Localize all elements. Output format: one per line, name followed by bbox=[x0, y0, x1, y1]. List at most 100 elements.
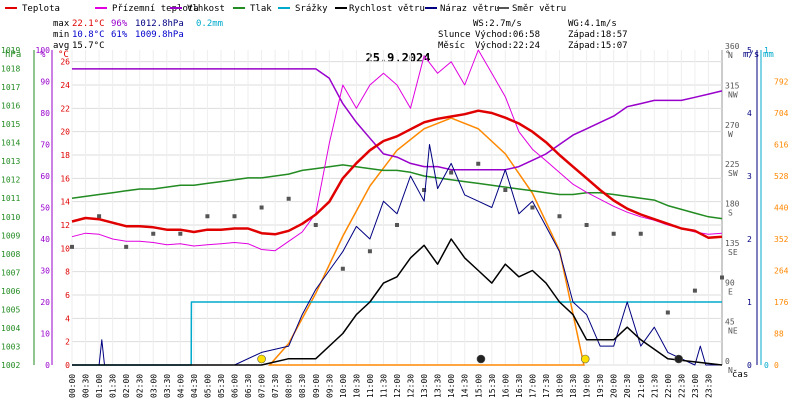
series-line-vlhkost bbox=[72, 68, 723, 171]
stats-max-hum: 96% bbox=[111, 19, 128, 29]
temperature-tick-label: 24 bbox=[60, 81, 70, 90]
wind-dir-point bbox=[557, 214, 562, 219]
stats-min-label: min bbox=[53, 30, 69, 40]
sun-label: Slunce bbox=[438, 30, 471, 40]
wind-dir-point bbox=[584, 223, 589, 227]
pressure-tick-label: 1011 bbox=[1, 194, 20, 203]
x-tick-label: 21:00 bbox=[637, 374, 646, 398]
wind-dir-tick-name: NE bbox=[728, 327, 738, 336]
x-tick-label: 09:30 bbox=[325, 374, 334, 398]
wind-dir-tick-deg: 45 bbox=[725, 318, 735, 327]
x-tick-label: 02:00 bbox=[122, 374, 131, 398]
legend-label-pressure: Tlak bbox=[250, 4, 272, 14]
solar-tick-label: 528 bbox=[774, 172, 789, 181]
x-tick-label: 00:00 bbox=[68, 374, 77, 398]
temperature-tick-label: 4 bbox=[65, 314, 70, 323]
temperature-tick-label: 20 bbox=[60, 128, 70, 137]
x-tick-label: 20:00 bbox=[610, 374, 619, 398]
humidity-tick-label: 20 bbox=[40, 298, 50, 307]
x-tick-label: 06:00 bbox=[231, 374, 240, 398]
marker-moonset bbox=[476, 354, 486, 364]
solar-tick-label: 704 bbox=[774, 109, 789, 118]
x-tick-label: 06:30 bbox=[244, 374, 253, 398]
solar-tick-label: 88 bbox=[774, 330, 784, 339]
wind-dir-point bbox=[313, 223, 318, 227]
x-tick-label: 04:00 bbox=[176, 374, 185, 398]
humidity-tick-label: 80 bbox=[40, 109, 50, 118]
temperature-tick-label: 14 bbox=[60, 198, 70, 207]
moon-set: Západ:15:07 bbox=[568, 41, 628, 51]
x-tick-label: 03:00 bbox=[149, 374, 158, 398]
pressure-tick-label: 1003 bbox=[1, 342, 20, 351]
temperature-unit: °C bbox=[58, 50, 69, 60]
wind-dir-point bbox=[638, 231, 643, 236]
solar-tick-label: 176 bbox=[774, 298, 789, 307]
stats-max-label: max bbox=[53, 19, 70, 29]
humidity-tick-label: 70 bbox=[40, 141, 50, 150]
series-line-tlak bbox=[71, 164, 723, 220]
axes-layer: 1002100310041005100610071008100910101011… bbox=[1, 42, 789, 398]
moon-label: Měsíc bbox=[438, 41, 465, 51]
legend-label-wind-dir: Směr větru bbox=[512, 4, 566, 14]
x-tick-label: 03:30 bbox=[163, 374, 172, 398]
wind-dir-point bbox=[395, 223, 399, 227]
temperature-tick-label: 2 bbox=[65, 338, 70, 347]
x-tick-label: 19:00 bbox=[583, 374, 592, 398]
solar-tick-label: 616 bbox=[774, 141, 789, 150]
series-line-n-raz-v-tru bbox=[72, 144, 722, 366]
x-tick-label: 10:30 bbox=[352, 374, 361, 398]
x-tick-label: 13:30 bbox=[434, 374, 443, 398]
x-tick-label: 16:00 bbox=[501, 374, 510, 398]
temperature-tick-label: 26 bbox=[60, 58, 70, 67]
wind-dir-tick-name: SW bbox=[728, 169, 738, 178]
pressure-tick-label: 1012 bbox=[1, 176, 20, 185]
wind-dir-tick-name: N bbox=[728, 51, 733, 60]
pressure-tick-label: 1018 bbox=[1, 65, 20, 74]
pressure-tick-label: 1009 bbox=[1, 231, 20, 240]
x-tick-label: 12:30 bbox=[407, 374, 416, 398]
temperature-tick-label: 6 bbox=[65, 291, 70, 300]
pressure-tick-label: 1008 bbox=[1, 250, 20, 259]
marker-sunrise bbox=[257, 354, 266, 364]
sun-set: Západ:18:57 bbox=[568, 30, 628, 40]
x-tick-label: 13:00 bbox=[420, 374, 429, 398]
stats-max-rain: 0.2mm bbox=[196, 19, 223, 29]
wind-dir-tick-name: NW bbox=[728, 90, 738, 99]
x-tick-label: 00:30 bbox=[82, 374, 91, 398]
pressure-tick-label: 1006 bbox=[1, 287, 20, 296]
temperature-tick-label: 18 bbox=[60, 151, 70, 160]
wind-speed-tick-label: 2 bbox=[747, 235, 752, 244]
wind-speed-tick-label: 1 bbox=[747, 298, 752, 307]
pressure-unit: hPa bbox=[5, 50, 21, 60]
wind-dir-tick-deg: 360 bbox=[725, 42, 740, 51]
wind-dir-point bbox=[151, 231, 156, 236]
stats-avg-label: avg bbox=[53, 41, 69, 51]
x-tick-label: 08:00 bbox=[285, 374, 294, 398]
solar-tick-label: 440 bbox=[774, 204, 789, 213]
wind-dir-tick-deg: 315 bbox=[725, 81, 740, 90]
x-tick-label: 09:00 bbox=[312, 374, 321, 398]
x-tick-label: 08:30 bbox=[298, 374, 307, 398]
temperature-tick-label: 8 bbox=[65, 268, 70, 277]
wind-dir-tick-deg: 135 bbox=[725, 239, 740, 248]
humidity-tick-label: 10 bbox=[40, 330, 50, 339]
pressure-tick-label: 1014 bbox=[1, 139, 20, 148]
legend-label-temp: Teplota bbox=[22, 4, 60, 14]
humidity-tick-label: 40 bbox=[40, 235, 50, 244]
pressure-tick-label: 1019 bbox=[1, 46, 20, 55]
x-tick-label: 22:30 bbox=[677, 374, 686, 398]
wind-dir-unit: ° bbox=[725, 50, 730, 60]
wind-dir-point bbox=[530, 205, 535, 210]
wind-dir-point bbox=[449, 170, 454, 175]
x-tick-label: 07:00 bbox=[258, 374, 267, 398]
pressure-tick-label: 1004 bbox=[1, 324, 20, 333]
wind-dir-tick-deg: 270 bbox=[725, 121, 740, 130]
stats-min-press: 1009.8hPa bbox=[135, 30, 184, 40]
wind-dir-tick-deg: 0 bbox=[725, 357, 730, 366]
x-tick-label: 19:30 bbox=[596, 374, 605, 398]
legend-label-wind-speed: Rychlost větru bbox=[349, 4, 425, 14]
x-tick-label: 15:30 bbox=[488, 374, 497, 398]
marker-sunset bbox=[580, 354, 590, 364]
wind-speed-tick-label: 4 bbox=[747, 109, 752, 118]
x-tick-label: 23:00 bbox=[691, 374, 700, 398]
